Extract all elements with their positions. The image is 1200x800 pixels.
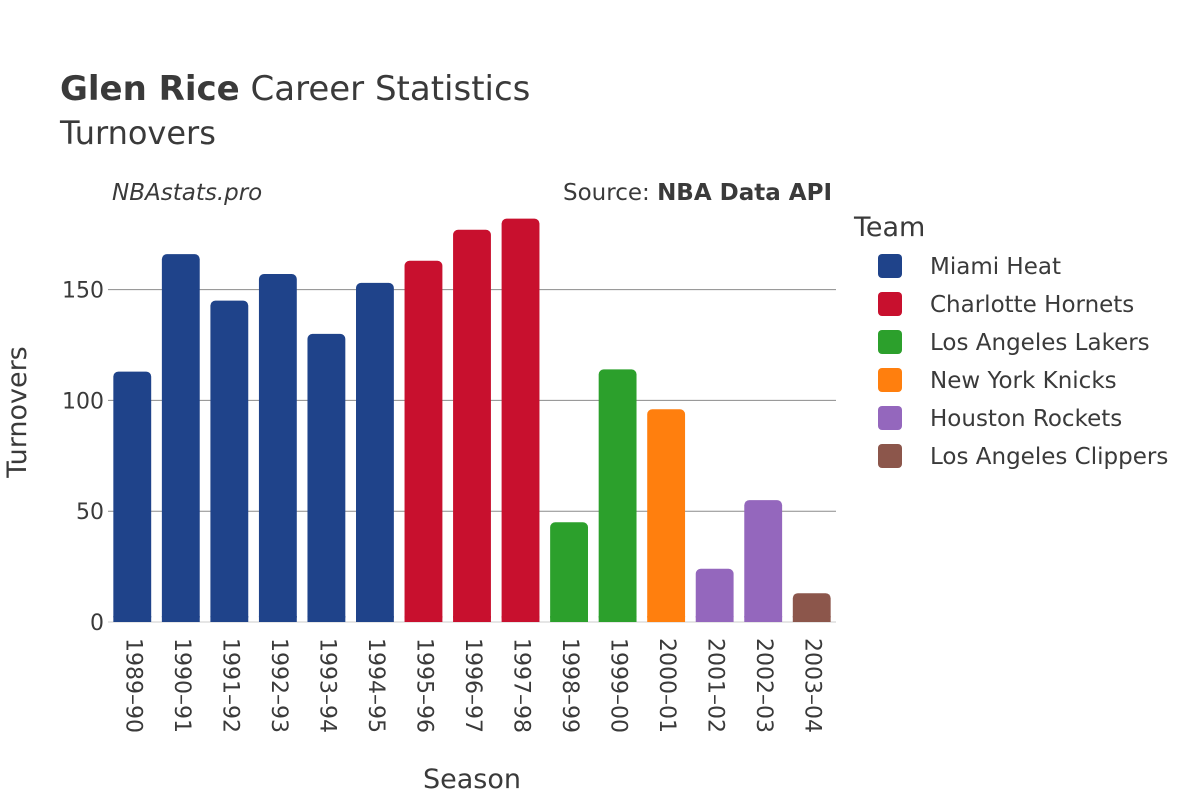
legend: Team Miami Heat Charlotte Hornets Los Ange…: [853, 212, 1168, 470]
bar-base: [307, 616, 346, 622]
bar: [453, 229, 491, 622]
legend-swatch: [878, 292, 902, 316]
watermark: NBAstats.pro: [112, 180, 262, 206]
source-prefix: Source:: [563, 180, 657, 206]
x-tick-label: 2003–04: [800, 638, 825, 733]
bar: [792, 593, 831, 622]
chart-title: Glen Rice Career Statistics: [60, 69, 530, 109]
x-tick-label: 1998–99: [557, 638, 582, 733]
x-tick-label: 1990–91: [169, 638, 194, 733]
bar-base: [744, 616, 783, 622]
bar-base: [258, 616, 297, 622]
legend-label: Los Angeles Clippers: [930, 444, 1168, 470]
y-tick-label: 100: [62, 389, 104, 414]
legend-label: Houston Rockets: [930, 406, 1122, 432]
bar-base: [598, 616, 637, 622]
source-name: NBA Data API: [657, 180, 832, 206]
x-tick-label: 1996–97: [460, 638, 485, 733]
y-tick-label: 150: [62, 279, 104, 304]
bar: [695, 568, 734, 622]
x-tick-label: 1997–98: [509, 638, 534, 733]
y-tick-label: 50: [76, 500, 104, 525]
bar-base: [356, 616, 394, 622]
bar: [113, 371, 152, 622]
bar: [210, 300, 249, 622]
y-tick-label: 0: [90, 611, 104, 636]
bar: [744, 500, 783, 622]
bar-base: [501, 616, 540, 622]
x-axis-title: Season: [423, 764, 521, 795]
bar-base: [161, 616, 200, 622]
y-axis-title: Turnovers: [2, 346, 33, 479]
bar: [258, 274, 297, 622]
bar-base: [404, 616, 443, 622]
bar: [404, 260, 443, 622]
bar-base: [695, 616, 734, 622]
legend-swatch: [878, 254, 902, 278]
bar: [161, 254, 200, 623]
x-tick-label: 1999–00: [606, 638, 631, 733]
y-axis-ticks: 0 50 100 150: [62, 279, 104, 636]
legend-label: Charlotte Hornets: [930, 292, 1134, 318]
bars: [113, 218, 831, 623]
legend-swatch: [878, 444, 902, 468]
legend-swatch: [878, 406, 902, 430]
legend-label: Los Angeles Lakers: [930, 330, 1150, 356]
legend-swatch: [878, 368, 902, 392]
x-tick-label: 1992–93: [266, 638, 291, 733]
source-credit: Source: NBA Data API: [563, 180, 832, 206]
chart-title-rest: Career Statistics: [251, 69, 531, 109]
x-tick-label: 1993–94: [314, 638, 339, 733]
bar: [307, 333, 346, 622]
x-axis-ticks: 1989–90 1990–91 1991–92 1992–93 1993–94 1994–…: [120, 638, 824, 733]
bar-base: [453, 616, 491, 622]
bar: [356, 282, 394, 622]
x-tick-label: 1995–96: [411, 638, 436, 733]
chart-subtitle: Turnovers: [59, 114, 216, 152]
bar: [598, 369, 637, 622]
legend-swatch: [878, 330, 902, 354]
bar-base: [647, 616, 686, 622]
x-tick-label: 2001–02: [703, 638, 728, 733]
chart-title-player: Glen Rice: [60, 69, 240, 109]
legend-label: New York Knicks: [930, 368, 1117, 394]
bar: [550, 522, 588, 622]
x-tick-label: 1991–92: [217, 638, 242, 733]
x-tick-label: 2000–01: [654, 638, 679, 733]
x-tick-label: 1994–95: [363, 638, 388, 733]
x-tick-label: 2002–03: [751, 638, 776, 733]
bar-base: [550, 616, 588, 622]
bar: [647, 409, 686, 622]
bar-base: [792, 616, 831, 622]
legend-label: Miami Heat: [930, 254, 1061, 280]
legend-title: Team: [853, 212, 925, 243]
bar: [501, 218, 540, 622]
bar-base: [210, 616, 249, 622]
x-tick-label: 1989–90: [120, 638, 145, 733]
bar-base: [113, 616, 152, 622]
